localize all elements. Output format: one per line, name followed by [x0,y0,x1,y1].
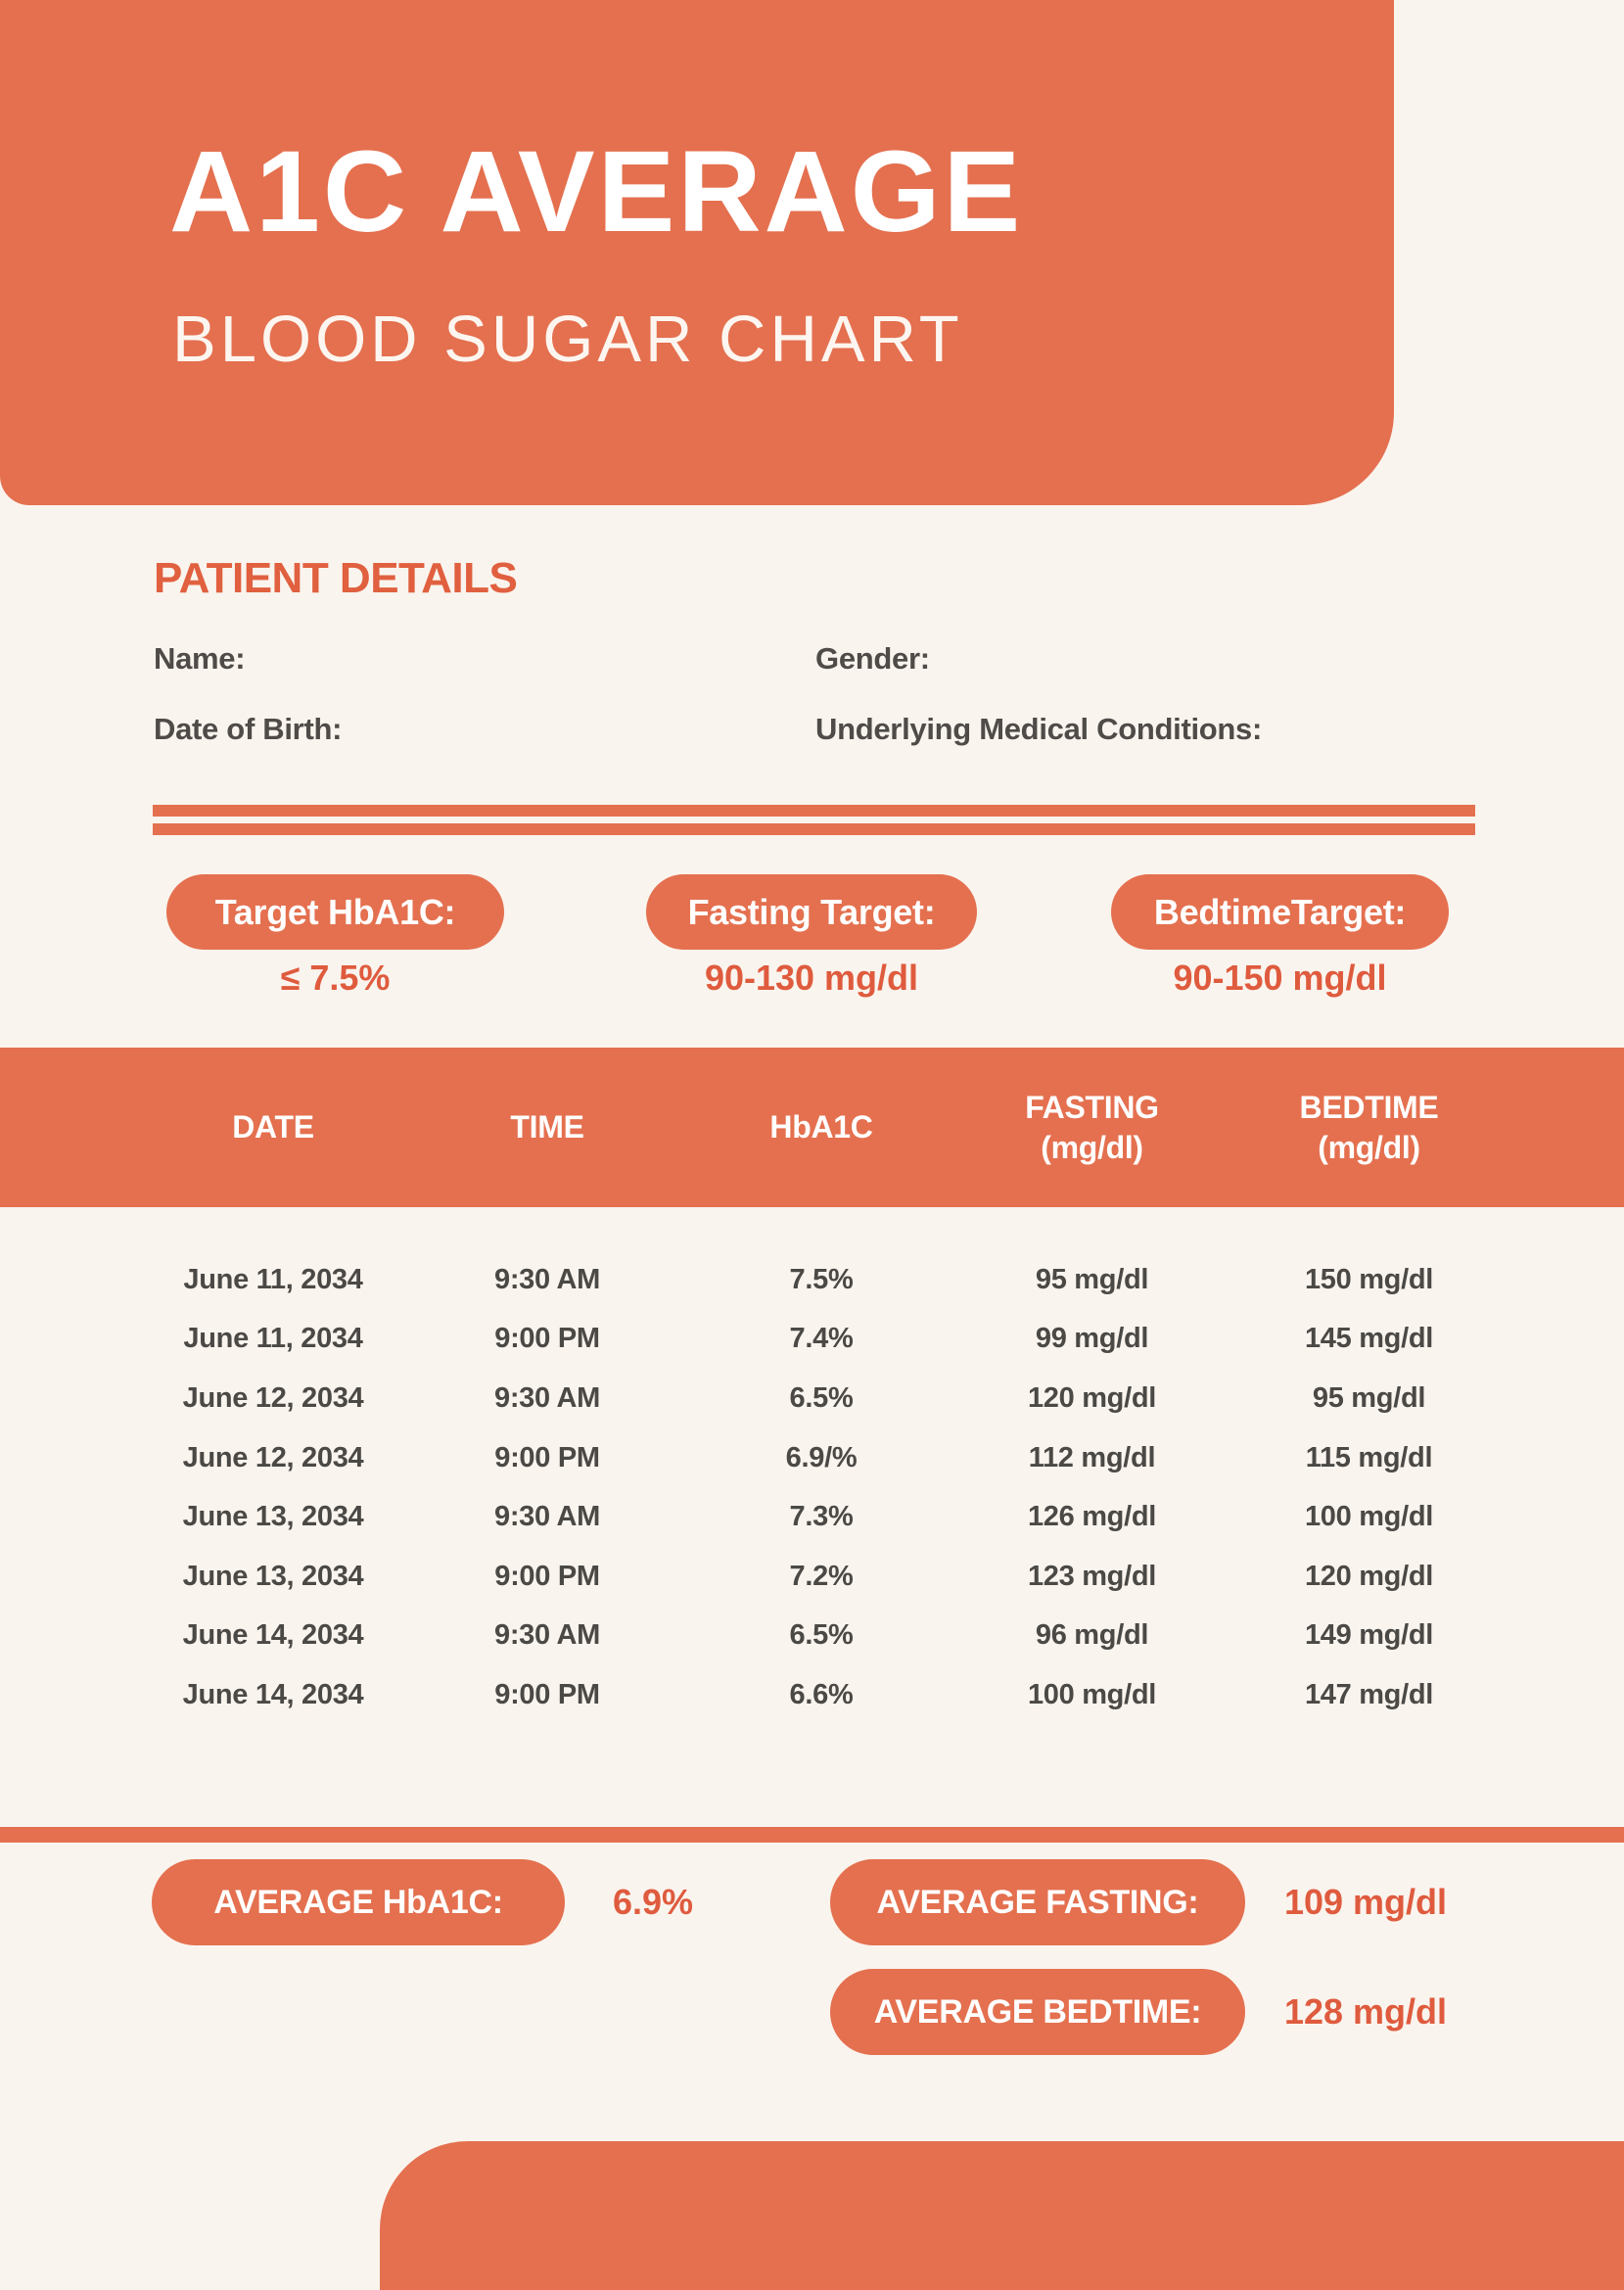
column-header-bedtime-text: BEDTIME [1299,1089,1439,1125]
name-label: Name: [154,641,246,676]
bedtime-target-value: 90-150 mg/dl [1173,958,1387,998]
column-header-bedtime-unit: (mg/dl) [1318,1129,1420,1165]
date-of-birth-label: Date of Birth: [154,712,343,746]
cell-hba1c: 7.3% [789,1501,854,1533]
column-header-hba1c: HbA1C [684,1048,958,1207]
average-hba1c-value: 6.9% [612,1882,694,1922]
cell-bedtime: 145 mg/dl [1304,1323,1434,1355]
target-hba1c-label: Target HbA1C: [214,891,456,932]
patient-details-heading: PATIENT DETAILS [154,554,518,602]
target-hba1c-value: ≤ 7.5% [280,958,391,998]
cell-time: 9:30 AM [493,1619,601,1652]
cell-bedtime: 100 mg/dl [1304,1501,1434,1533]
column-header-date: DATE [136,1048,410,1207]
average-bedtime-label: AVERAGE BEDTIME: [873,1992,1202,2031]
cell-bedtime: 150 mg/dl [1304,1263,1434,1295]
cell-hba1c: 7.5% [789,1263,854,1295]
cell-date: June 13, 2034 [182,1501,364,1533]
average-fasting-pill: AVERAGE FASTING: [830,1859,1245,1945]
column-header-date-text: DATE [232,1109,314,1145]
bedtime-target-pill: BedtimeTarget: [1111,874,1449,950]
average-bedtime-value: 128 mg/dl [1283,1991,1448,2032]
cell-bedtime: 120 mg/dl [1304,1560,1434,1592]
fasting-target-label: Fasting Target: [687,891,936,932]
table-header-band: DATE TIME HbA1C FASTING (mg/dl) BEDTIME … [0,1048,1624,1207]
table-body: June 11, 2034 9:30 AM 7.5% 95 mg/dl 150 … [136,1250,1512,1725]
cell-hba1c: 6.5% [789,1619,854,1652]
target-hba1c-pill: Target HbA1C: [166,874,504,950]
average-fasting-value: 109 mg/dl [1283,1882,1448,1922]
cell-time: 9:00 PM [494,1560,600,1592]
average-hba1c-label: AVERAGE HbA1C: [213,1883,503,1921]
cell-hba1c: 6.6% [789,1678,854,1710]
cell-hba1c: 7.4% [789,1323,854,1355]
average-fasting-label: AVERAGE FASTING: [876,1883,1199,1921]
section-divider [0,1827,1624,1843]
column-header-time: TIME [410,1048,684,1207]
header-banner: A1C AVERAGE BLOOD SUGAR CHART [0,0,1394,505]
table-row: June 12, 2034 9:30 AM 6.5% 120 mg/dl 95 … [136,1369,1512,1428]
table-row: June 13, 2034 9:00 PM 7.2% 123 mg/dl 120… [136,1547,1512,1607]
column-header-hba1c-text: HbA1C [769,1109,873,1145]
cell-fasting: 126 mg/dl [1027,1501,1157,1533]
cell-time: 9:30 AM [493,1263,601,1295]
table-row: June 13, 2034 9:30 AM 7.3% 126 mg/dl 100… [136,1487,1512,1547]
cell-fasting: 99 mg/dl [1035,1323,1149,1355]
page-subtitle: BLOOD SUGAR CHART [172,303,963,376]
cell-bedtime: 115 mg/dl [1305,1441,1433,1473]
column-header-time-text: TIME [510,1109,584,1145]
fasting-target-pill: Fasting Target: [646,874,977,950]
cell-hba1c: 6.9/% [785,1441,858,1473]
cell-fasting: 120 mg/dl [1027,1381,1157,1414]
cell-fasting: 123 mg/dl [1027,1560,1157,1592]
table-row: June 14, 2034 9:00 PM 6.6% 100 mg/dl 147… [136,1665,1512,1725]
column-header-fasting: FASTING (mg/dl) [958,1048,1226,1207]
cell-date: June 13, 2034 [182,1560,364,1592]
cell-date: June 11, 2034 [183,1323,363,1355]
table-row: June 14, 2034 9:30 AM 6.5% 96 mg/dl 149 … [136,1607,1512,1666]
divider-line-bottom [153,823,1475,835]
cell-date: June 12, 2034 [182,1381,364,1414]
cell-hba1c: 6.5% [789,1381,854,1414]
cell-time: 9:30 AM [493,1501,601,1533]
cell-time: 9:00 PM [494,1678,600,1710]
medical-conditions-label: Underlying Medical Conditions: [815,712,1263,746]
cell-time: 9:00 PM [494,1323,600,1355]
table-row: June 11, 2034 9:00 PM 7.4% 99 mg/dl 145 … [136,1310,1512,1370]
cell-hba1c: 7.2% [789,1560,854,1592]
cell-fasting: 96 mg/dl [1035,1619,1149,1652]
fasting-target-value: 90-130 mg/dl [704,958,919,998]
cell-fasting: 112 mg/dl [1028,1441,1156,1473]
cell-bedtime: 95 mg/dl [1312,1381,1426,1414]
table-header-row: DATE TIME HbA1C FASTING (mg/dl) BEDTIME … [136,1048,1512,1207]
average-hba1c-pill: AVERAGE HbA1C: [152,1859,565,1945]
column-header-fasting-unit: (mg/dl) [1041,1129,1143,1165]
cell-bedtime: 147 mg/dl [1304,1678,1434,1710]
column-header-fasting-text: FASTING [1025,1089,1159,1125]
bedtime-target-label: BedtimeTarget: [1153,891,1407,932]
footer-banner [380,2141,1624,2290]
average-bedtime-pill: AVERAGE BEDTIME: [830,1969,1245,2055]
cell-date: June 14, 2034 [182,1619,364,1652]
cell-date: June 12, 2034 [182,1441,364,1473]
page-title: A1C AVERAGE [169,127,1024,257]
cell-date: June 14, 2034 [182,1678,364,1710]
gender-label: Gender: [815,641,930,676]
cell-bedtime: 149 mg/dl [1304,1619,1434,1652]
cell-time: 9:30 AM [493,1381,601,1414]
cell-fasting: 100 mg/dl [1027,1678,1157,1710]
cell-time: 9:00 PM [494,1441,600,1473]
cell-date: June 11, 2034 [183,1263,363,1295]
table-row: June 12, 2034 9:00 PM 6.9/% 112 mg/dl 11… [136,1428,1512,1488]
divider-line-top [153,805,1475,817]
cell-fasting: 95 mg/dl [1035,1263,1149,1295]
column-header-bedtime: BEDTIME (mg/dl) [1226,1048,1512,1207]
table-row: June 11, 2034 9:30 AM 7.5% 95 mg/dl 150 … [136,1250,1512,1310]
